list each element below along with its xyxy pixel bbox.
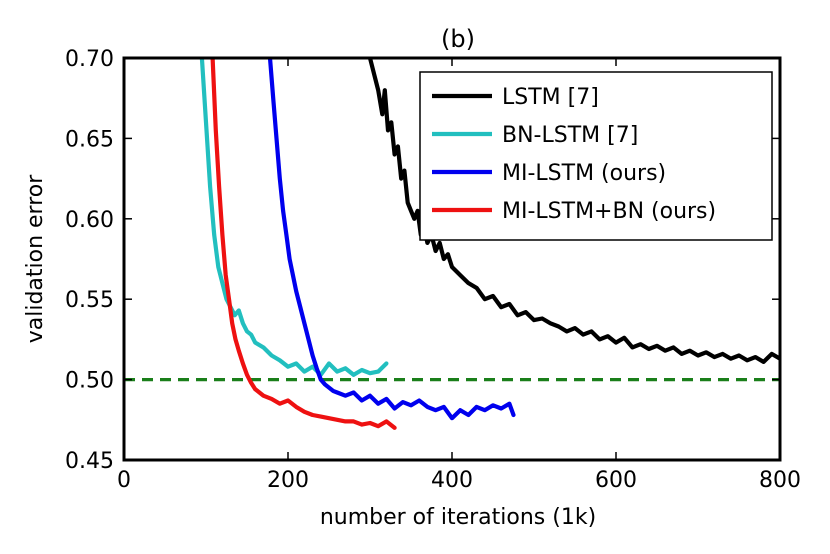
axis-layer: 0 200 400 600 800 0.45 0.50 0.55 0.60 0.65 0.70 [65,47,801,493]
legend-label: BN-LSTM [7] [502,123,638,148]
y-tick-label: 0.55 [65,288,114,313]
x-tick-label: 200 [267,468,309,493]
series-group [124,58,780,430]
series-line-2 [267,58,516,421]
legend-label: LSTM [7] [502,85,599,110]
chart-title: (b) [441,25,475,53]
y-axis-label: validation error [23,174,48,344]
y-tick-label: 0.60 [65,208,114,233]
x-tick-label: 0 [117,468,131,493]
x-axis-label: number of iterations (1k) [320,505,596,530]
plot-layer [124,58,780,430]
x-tick-label: 600 [595,468,637,493]
x-tick-label: 800 [759,468,801,493]
y-tick-label: 0.45 [65,449,114,474]
legend-label: MI-LSTM (ours) [502,161,666,186]
y-tick-label: 0.70 [65,47,114,72]
series-line-1 [199,58,389,377]
series-line-0 [367,58,780,364]
legend: LSTM [7] BN-LSTM [7] MI-LSTM (ours) MI-LSTM… [419,71,773,241]
y-tick-label: 0.65 [65,127,114,152]
series-line-3 [210,58,397,430]
legend-label: MI-LSTM+BN (ours) [502,199,716,224]
y-tick-label: 0.50 [65,369,114,394]
x-tick-label: 400 [431,468,473,493]
